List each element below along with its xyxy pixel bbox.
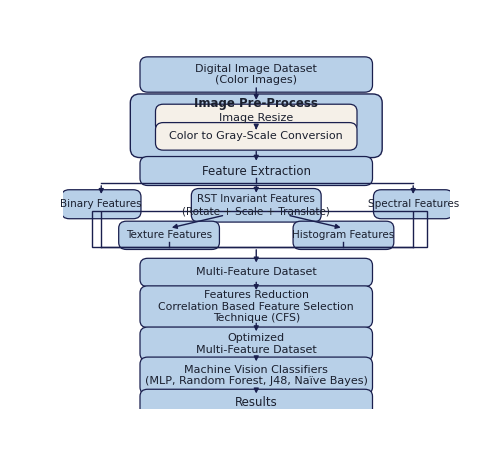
Text: Digital Image Dataset
(Color Images): Digital Image Dataset (Color Images) [196, 64, 317, 85]
FancyBboxPatch shape [140, 286, 372, 328]
FancyBboxPatch shape [118, 221, 220, 249]
Text: Features Reduction
Correlation Based Feature Selection
Technique (CFS): Features Reduction Correlation Based Fea… [158, 290, 354, 323]
Text: RST Invariant Features
(Rotate + Scale + Translate): RST Invariant Features (Rotate + Scale +… [182, 195, 330, 216]
Text: Multi-Feature Dataset: Multi-Feature Dataset [196, 268, 316, 277]
FancyBboxPatch shape [130, 94, 382, 157]
Text: Color to Gray-Scale Conversion: Color to Gray-Scale Conversion [170, 131, 343, 141]
FancyBboxPatch shape [374, 190, 453, 219]
FancyBboxPatch shape [62, 190, 141, 219]
FancyBboxPatch shape [140, 258, 372, 286]
Text: Image Resize: Image Resize [219, 113, 294, 123]
FancyBboxPatch shape [156, 123, 357, 150]
FancyBboxPatch shape [140, 57, 372, 92]
FancyBboxPatch shape [140, 327, 372, 361]
FancyBboxPatch shape [192, 189, 321, 222]
FancyBboxPatch shape [293, 221, 394, 249]
FancyBboxPatch shape [140, 157, 372, 185]
Text: Binary Features: Binary Features [60, 199, 142, 209]
FancyBboxPatch shape [156, 104, 357, 132]
Text: Texture Features: Texture Features [126, 230, 212, 241]
Text: Machine Vision Classifiers
(MLP, Random Forest, J48, Naïve Bayes): Machine Vision Classifiers (MLP, Random … [145, 365, 368, 386]
FancyBboxPatch shape [140, 389, 372, 416]
Text: Image Pre-Process: Image Pre-Process [194, 97, 318, 110]
Text: Spectral Features: Spectral Features [368, 199, 459, 209]
Text: Feature Extraction: Feature Extraction [202, 164, 311, 178]
Text: Histogram Features: Histogram Features [292, 230, 394, 241]
Bar [92, 211, 427, 247]
FancyBboxPatch shape [140, 357, 372, 394]
Text: Results: Results [235, 396, 278, 409]
Text: Optimized
Multi-Feature Dataset: Optimized Multi-Feature Dataset [196, 333, 316, 355]
